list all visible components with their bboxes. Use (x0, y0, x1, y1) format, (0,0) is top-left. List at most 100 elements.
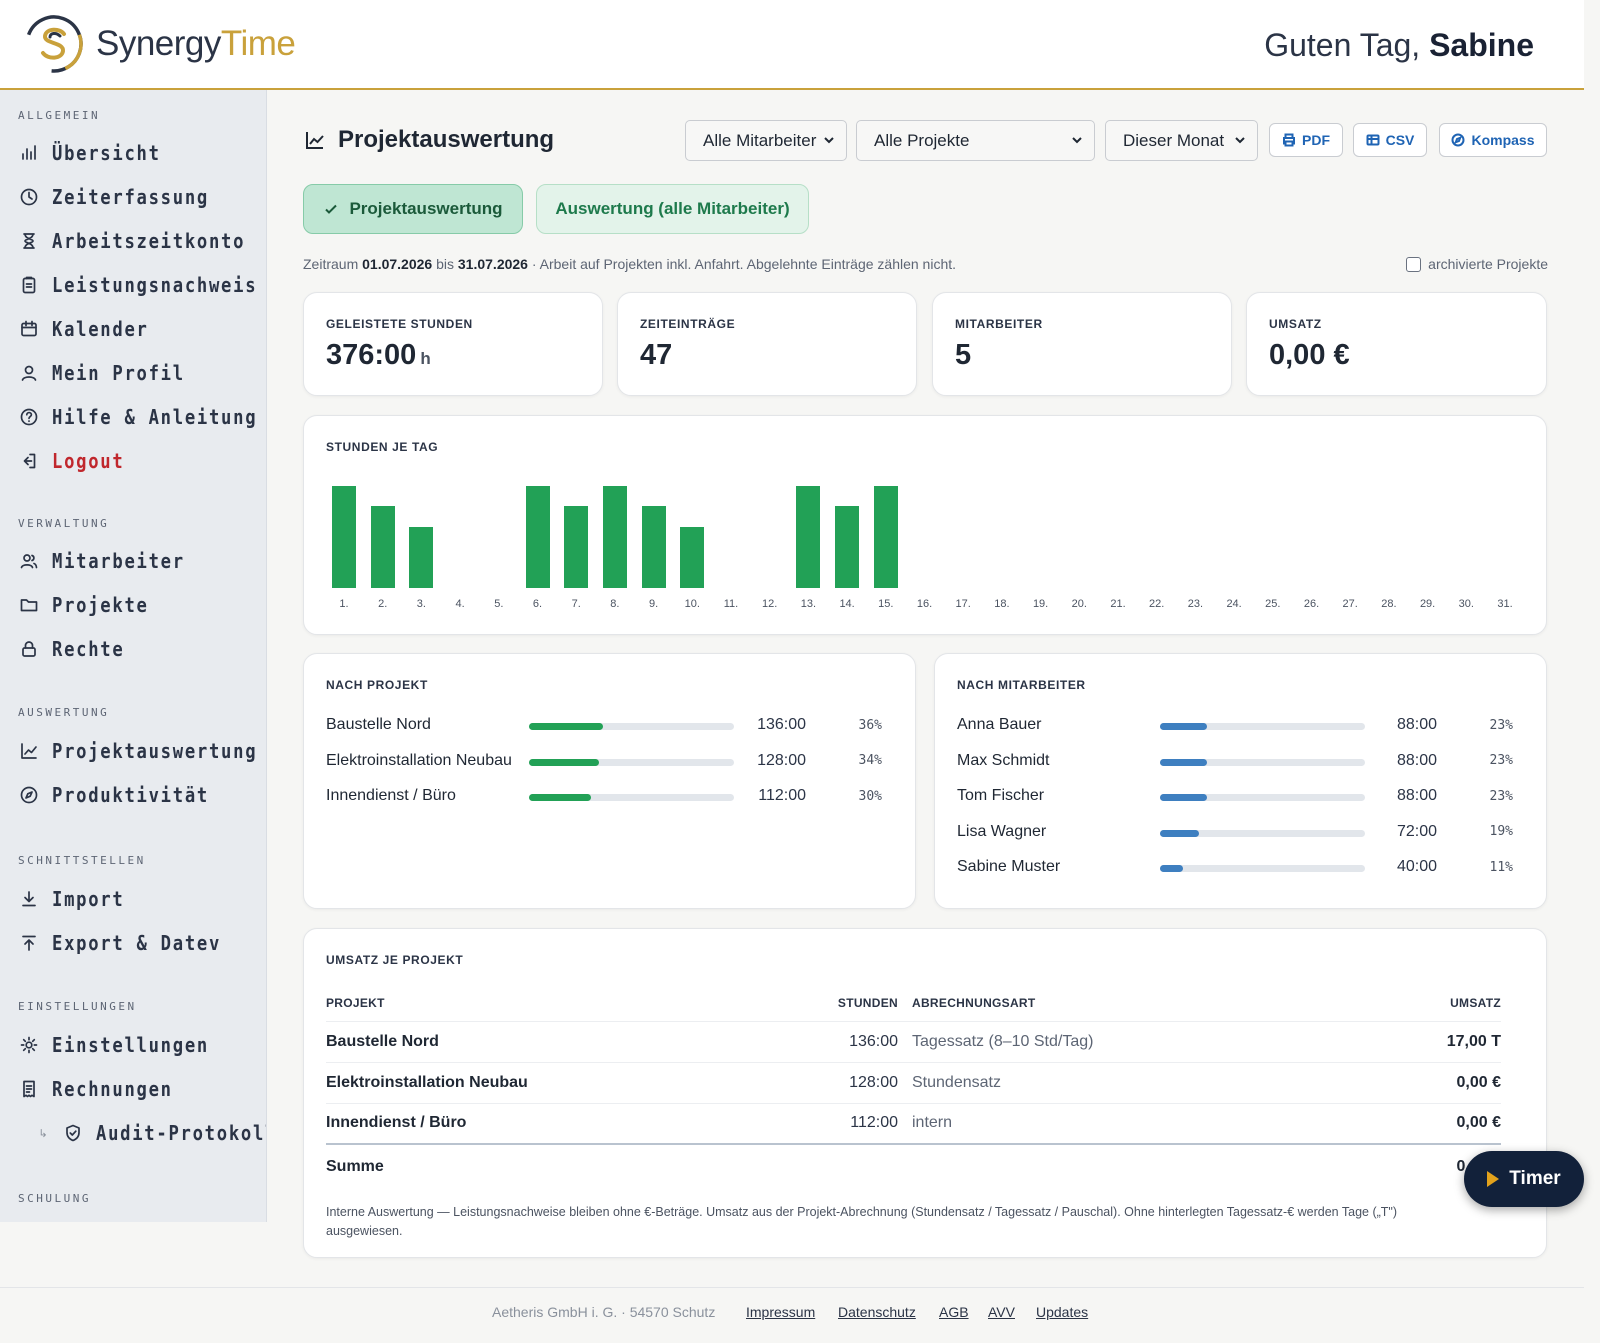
chart-tick-label: 10. (684, 598, 700, 610)
breakdown-hours: 112:00 (758, 787, 806, 804)
line-chart-icon (306, 132, 324, 149)
csv-button[interactable]: CSV (1353, 123, 1427, 157)
archivierte-projekte-checkbox[interactable] (1406, 256, 1422, 272)
sidebar-item-hilfe[interactable]: Hilfe & Anleitung (18, 402, 266, 432)
stunden-je-tag-chart: STUNDEN JE TAG 1. 2. 3. 4. 5. 6. 7. 8. 9. 10. 11. 1… (303, 415, 1547, 635)
sidebar-item-export[interactable]: Export & Datev (18, 928, 249, 958)
sidebar-item-zeiterfassung[interactable]: Zeiterfassung (18, 182, 235, 212)
umsatz-note: Interne Auswertung — Leistungsnachweise … (326, 1205, 1398, 1238)
zeitraum-select[interactable]: Dieser Monat (1105, 120, 1258, 161)
chart-bar-day-13 (796, 486, 821, 588)
chart-tick-label: 15. (878, 598, 894, 610)
sidebar-item-import[interactable]: Import (18, 884, 136, 914)
sidebar-item-produktivitaet[interactable]: Produktivität (18, 780, 235, 810)
archivierte-projekte-toggle[interactable]: archivierte Projekte (1406, 256, 1548, 272)
chart-tick-label: 31. (1497, 598, 1513, 610)
sidebar-item-projektauswertung[interactable]: Projektauswertung (18, 736, 266, 766)
footer-link-updates[interactable]: Updates (1036, 1304, 1089, 1320)
user-icon (18, 362, 40, 384)
kpi-zeiteintraege: ZEITEINTRÄGE 47 (617, 292, 917, 396)
greeting: Guten Tag, Sabine (1264, 27, 1534, 63)
chevron-down-icon (1072, 137, 1082, 144)
sidebar-item-kalender[interactable]: Kalender (18, 314, 164, 344)
kompass-button[interactable]: Kompass (1439, 123, 1547, 157)
lock-icon (18, 638, 40, 660)
line-chart-icon (18, 740, 40, 762)
sidebar-item-mein-profil[interactable]: Mein Profil (18, 358, 206, 388)
timer-button[interactable]: Timer (1464, 1151, 1584, 1207)
chart-bar-day-1 (332, 486, 356, 588)
mitarbeiter-select[interactable]: Alle Mitarbeiter (685, 120, 847, 161)
chart-tick-label: 9. (649, 598, 659, 610)
umsatz-je-projekt-card: UMSATZ JE PROJEKT PROJEKT STUNDEN ABRECH… (303, 928, 1547, 1258)
chart-tick-label: 20. (1071, 598, 1087, 610)
receipt-icon (18, 1078, 40, 1100)
breakdown-percent: 23% (1489, 788, 1513, 804)
kpi-mitarbeiter: MITARBEITER 5 (932, 292, 1232, 396)
chart-bar-day-10 (680, 526, 705, 588)
sub-item-arrow-icon: ↳ (38, 1127, 48, 1140)
chart-tick-label: 21. (1110, 598, 1126, 610)
breakdown-percent: 36% (858, 717, 882, 733)
table-row: Baustelle Nord 136:00 Tagessatz (8–10 St… (326, 1021, 1501, 1063)
pdf-button[interactable]: PDF (1269, 123, 1343, 157)
brand-name[interactable]: SynergyTime (96, 24, 296, 63)
chart-tick-label: 19. (1032, 598, 1049, 610)
footer-link-datenschutz[interactable]: Datenschutz (838, 1304, 916, 1320)
nach-mitarbeiter-card: NACH MITARBEITER Anna Bauer 88:00 23% Max S… (934, 653, 1547, 909)
bar-chart-icon (18, 142, 40, 164)
breakdown-percent: 23% (1489, 717, 1513, 733)
compass-icon (18, 784, 40, 806)
nach-projekt-card: NACH PROJEKT Baustelle Nord 136:00 36% Elek… (303, 653, 916, 909)
sidebar-item-rechte[interactable]: Rechte (18, 634, 136, 664)
col-stunden: STUNDEN (836, 985, 912, 1022)
chart-tick-label: 23. (1187, 598, 1204, 610)
sidebar-item-uebersicht[interactable]: Übersicht (18, 138, 178, 168)
kpi-value: 376:00 (326, 339, 417, 371)
sidebar-item-mitarbeiter[interactable]: Mitarbeiter (18, 546, 206, 576)
breakdown-hours: 128:00 (757, 751, 806, 769)
sidebar-item-projekte[interactable]: Projekte (18, 590, 164, 620)
footer-link-impressum[interactable]: Impressum (746, 1304, 816, 1320)
umsatz-table: PROJEKT STUNDEN ABRECHNUNGSART UMSATZ Ba… (326, 985, 1501, 1188)
kpi-unit: h (420, 349, 431, 368)
chart-tick-label: 29. (1419, 598, 1436, 610)
footer-link-avv[interactable]: AVV (988, 1304, 1015, 1320)
breakdown-progress-fill (1160, 758, 1208, 766)
section-einstellungen: EINSTELLUNGEN (18, 1000, 137, 1013)
sidebar: ALLGEMEIN Übersicht Zeiterfassung Arbeit… (0, 90, 267, 1222)
sidebar-item-rechnungen[interactable]: Rechnungen (18, 1074, 192, 1104)
sidebar-item-logout[interactable]: Logout (18, 446, 136, 476)
tab-auswertung-alle-mitarbeiter[interactable]: Auswertung (alle Mitarbeiter) (536, 184, 809, 234)
sidebar-item-einstellungen[interactable]: Einstellungen (18, 1030, 235, 1060)
breakdown-progress-bar (1160, 865, 1365, 872)
zeitraum-info: Zeitraum 01.07.2026 bis 31.07.2026 · Arb… (303, 256, 957, 272)
chart-tick-label: 7. (571, 598, 581, 610)
sidebar-item-leistungsnachweis[interactable]: Leistungsnachweis (18, 270, 266, 300)
projekte-select[interactable]: Alle Projekte (856, 120, 1095, 161)
breakdown-percent: 23% (1489, 753, 1513, 768)
breakdown-percent: 19% (1489, 824, 1513, 839)
chart-bar-day-2 (370, 506, 395, 588)
breakdown-progress-bar (1160, 723, 1365, 730)
table-icon (1366, 134, 1380, 146)
chart-bar-day-7 (564, 506, 589, 588)
footer-link-agb[interactable]: AGB (939, 1304, 969, 1320)
nach-mitarbeiter-title: NACH MITARBEITER (957, 678, 1086, 692)
chart-tick-label: 28. (1381, 598, 1397, 610)
chart-bar-day-14 (835, 506, 860, 588)
sidebar-item-arbeitszeitkonto[interactable]: Arbeitszeitkonto (18, 226, 266, 256)
download-icon (18, 888, 40, 910)
tab-projektauswertung[interactable]: Projektauswertung (303, 184, 523, 234)
check-icon (325, 204, 338, 214)
col-abrechnungsart: ABRECHNUNGSART (912, 985, 1366, 1022)
breakdown-percent: 30% (858, 788, 882, 804)
sidebar-item-audit-protokoll[interactable]: ↳ Audit-Protokoll (36, 1118, 266, 1148)
chart-title: STUNDEN JE TAG (326, 440, 439, 454)
compass-icon (1451, 133, 1465, 147)
list-item: Lisa Wagner 72:00 19% (957, 820, 1517, 844)
chart-tick-label: 12. (762, 598, 778, 610)
synergytime-logo-icon[interactable] (24, 14, 84, 74)
breakdown-name: Elektroinstallation Neubau (326, 751, 512, 769)
col-umsatz: UMSATZ (1365, 985, 1501, 1022)
